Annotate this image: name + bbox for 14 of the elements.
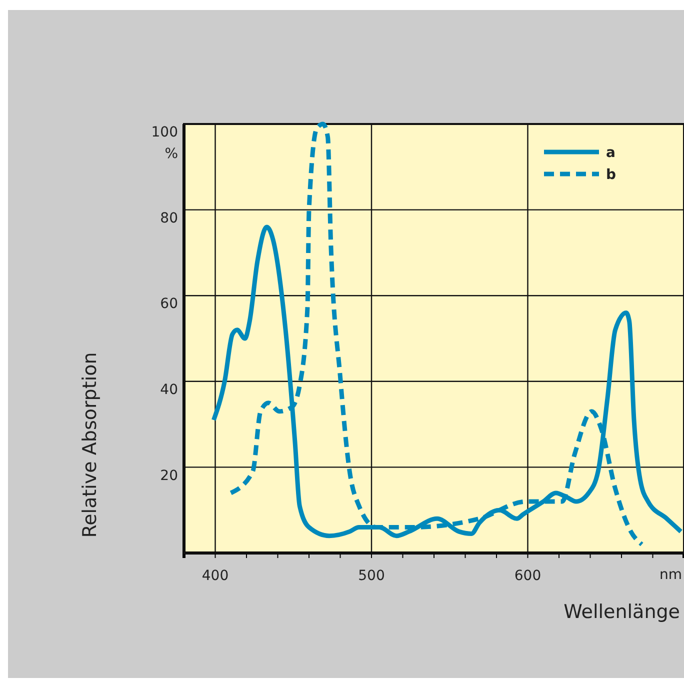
y-tick-label: 60 bbox=[160, 296, 178, 312]
x-tick-label: 400 bbox=[202, 568, 229, 584]
x-tick-label: 500 bbox=[358, 568, 385, 584]
y-tick-label: 100 bbox=[151, 124, 178, 141]
y-tick-label: 80 bbox=[160, 210, 178, 226]
text: % bbox=[164, 146, 178, 162]
y-axis-title: Relative Absorption bbox=[79, 352, 101, 538]
legend-label: b bbox=[606, 167, 616, 183]
y-tick-label: 20 bbox=[160, 468, 178, 484]
x-tick-label: 600 bbox=[514, 568, 542, 584]
y-tick-label: 40 bbox=[160, 382, 178, 398]
legend-label: a bbox=[606, 145, 616, 161]
x-axis-title: Wellenlänge bbox=[564, 601, 680, 623]
text: nm bbox=[659, 567, 682, 583]
